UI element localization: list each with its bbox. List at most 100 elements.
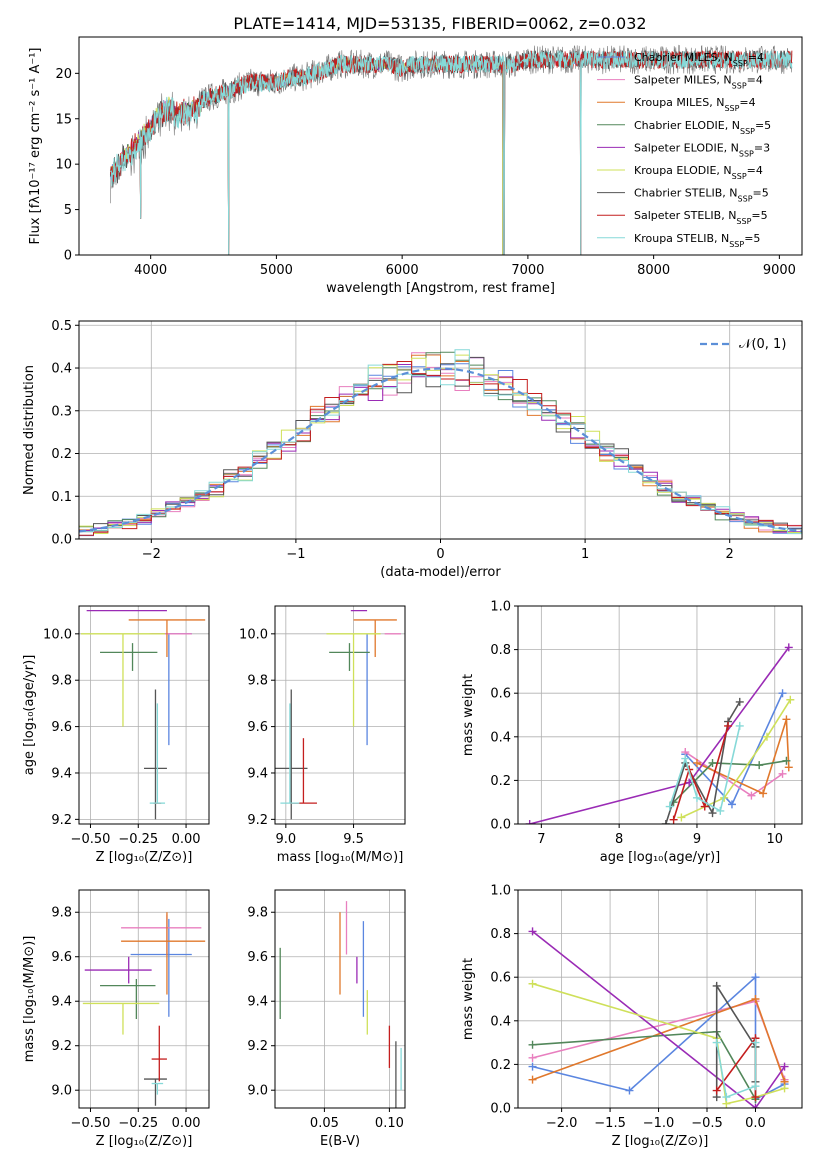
series-line-salpeter-elodie	[532, 930, 786, 1108]
y-tick-label: 0.0	[51, 533, 72, 548]
legend-nssp-value: =3	[754, 141, 770, 154]
series-line-salpeter-stelib	[672, 725, 729, 820]
y-tick-label: 9.2	[51, 813, 72, 828]
y-tick-label: 9.8	[51, 906, 72, 921]
series-point-salpeter-miles	[778, 769, 787, 778]
series-point-chabrier-miles	[528, 1062, 537, 1071]
x-tick-label: −2	[142, 547, 161, 562]
series-point-chabrier-stelib	[708, 809, 717, 818]
series-point-salpeter-stelib	[724, 721, 733, 730]
histogram-step-kroupa-stelib	[79, 349, 802, 536]
y-tick-label: 0.2	[490, 774, 511, 789]
legend-subscript: SSP	[732, 81, 747, 90]
series-point-kroupa-stelib	[722, 1093, 731, 1102]
y-tick-label: 9.4	[247, 766, 268, 781]
model-spectrum-chabrier-elodie	[109, 58, 504, 255]
legend-label-kroupa-miles: Kroupa MILES, NSSP=4	[634, 96, 756, 113]
y-tick-label: 9.4	[51, 766, 72, 781]
x-tick-label: 9.5	[343, 832, 364, 847]
x-tick-label: 9000	[763, 263, 796, 278]
legend-label-chabrier-stelib: Chabrier STELIB, NSSP=5	[634, 187, 769, 204]
y-tick-label: 0	[64, 249, 72, 264]
y-tick-label: 20	[55, 67, 72, 82]
series-point-chabrier-miles	[778, 689, 787, 698]
series-point-kroupa-stelib	[751, 1082, 760, 1091]
legend-nssp-value: =4	[739, 96, 755, 109]
legend-label-salpeter-miles: Salpeter MILES, NSSP=4	[634, 74, 763, 91]
series-line-kroupa-elodie	[681, 699, 791, 819]
legend-label-salpeter-elodie: Salpeter ELODIE, NSSP=3	[634, 141, 770, 158]
y-tick-label: 1.0	[490, 600, 511, 615]
y-tick-label: 5	[64, 203, 72, 218]
axes-frame	[517, 605, 803, 825]
series-point-salpeter-elodie	[784, 643, 793, 652]
series-point-chabrier-miles	[751, 973, 760, 982]
model-spectrum-salpeter-elodie	[109, 57, 504, 255]
residual-histogram-panel: −2 −1 0 1 2 0.0 0.1 0.2 0.3 0.4 0.5 (data-model)/er…	[22, 319, 803, 580]
series-point-chabrier-miles	[625, 1086, 634, 1095]
y-tick-label: 0.3	[51, 404, 72, 419]
legend-nssp-value: =4	[747, 74, 763, 87]
x-tick-label: 0.00	[172, 1116, 201, 1131]
legend-label-chabrier-elodie: Chabrier ELODIE, NSSP=5	[634, 119, 771, 136]
mass-weight-vs-age-plot-area	[525, 643, 795, 824]
x-axis-label: (data-model)/error	[380, 565, 501, 580]
y-tick-label: 9.8	[247, 906, 268, 921]
series-line-kroupa-stelib	[715, 1042, 757, 1099]
y-axis-label: mass [log₁₀(M/M⊙)]	[22, 936, 37, 1063]
mass-vs-Z-panel: −0.50 −0.25 0.00 9.0 9.2 9.4 9.6 9.8 Z [log₁₀(Z/…	[22, 889, 210, 1149]
mass-weight-vs-Z-panel: −2.0 −1.5 −1.0 −0.5 0.0 0.0 0.2 0.4 0.6 0.8 1.0 Z […	[461, 884, 803, 1149]
series-point-kroupa-stelib	[665, 802, 674, 811]
x-axis-label: Z [log₁₀(Z/Z⊙)]	[96, 1134, 193, 1149]
y-tick-label: 10.0	[239, 627, 268, 642]
x-tick-label: −0.50	[71, 1116, 111, 1131]
y-tick-label: 0.4	[51, 362, 72, 377]
legend-nssp-value: =4	[748, 51, 764, 64]
legend-subscript: SSP	[733, 59, 748, 68]
legend-subscript: SSP	[732, 172, 747, 181]
x-tick-label: 9	[693, 832, 701, 847]
mass-vs-EBV-plot-area	[279, 901, 402, 1108]
series-point-kroupa-stelib	[716, 806, 725, 815]
y-axis-label: mass weight	[461, 958, 476, 1040]
x-tick-label: 0.05	[310, 1116, 339, 1131]
y-axis-label: Flux [fλ10⁻¹⁷ erg cm⁻² s⁻¹ A⁻¹]	[28, 48, 43, 245]
series-point-chabrier-stelib	[735, 697, 744, 706]
series-point-kroupa-miles	[759, 789, 768, 798]
series-point-chabrier-elodie	[708, 758, 717, 767]
series-point-chabrier-elodie	[528, 1040, 537, 1049]
series-point-kroupa-miles	[528, 1075, 537, 1084]
y-tick-label: 9.8	[247, 674, 268, 689]
y-tick-label: 9.6	[247, 720, 268, 735]
legend-subscript: SSP	[729, 239, 744, 248]
legend-subscript: SSP	[740, 126, 755, 135]
model-spectrum-kroupa-elodie	[110, 57, 504, 255]
model-spectrum-kroupa-miles	[109, 53, 582, 255]
x-tick-label: 2	[726, 547, 734, 562]
x-tick-label: 4000	[134, 263, 167, 278]
x-tick-label: −0.50	[71, 832, 111, 847]
x-axis-label: E(B-V)	[320, 1134, 360, 1149]
series-point-chabrier-elodie	[755, 761, 764, 770]
series-point-salpeter-elodie	[525, 820, 534, 824]
axes-frame	[78, 605, 210, 825]
y-tick-label: 9.0	[247, 1084, 268, 1099]
age-vs-mass-panel: 9.0 9.5 9.2 9.4 9.6 9.8 10.0 mass [log₁₀(M/M⊙)]	[239, 605, 406, 865]
x-tick-label: −1.5	[594, 1116, 626, 1131]
y-tick-label: 0.8	[490, 643, 511, 658]
x-tick-label: −1	[286, 547, 305, 562]
plot-panels: 4000 5000 6000 7000 8000 900005101520waveleng…	[22, 36, 803, 1149]
x-tick-label: −0.5	[691, 1116, 723, 1131]
x-axis-label: mass [log₁₀(M/M⊙)]	[277, 850, 404, 865]
legend-label-chabrier-miles: Chabrier MILES, NSSP=4	[634, 51, 764, 68]
series-point-chabrier-elodie	[782, 756, 791, 765]
legend-subscript: SSP	[738, 194, 753, 203]
legend-nssp-value: =5	[755, 119, 771, 132]
axes-frame	[78, 36, 803, 256]
series-line-kroupa-miles	[696, 719, 790, 795]
series-point-kroupa-stelib	[681, 754, 690, 763]
y-tick-label: 0.6	[490, 687, 511, 702]
series-point-salpeter-stelib	[751, 1093, 760, 1102]
y-tick-label: 0.5	[51, 319, 72, 334]
x-axis-label: wavelength [Angstrom, rest frame]	[326, 281, 555, 296]
